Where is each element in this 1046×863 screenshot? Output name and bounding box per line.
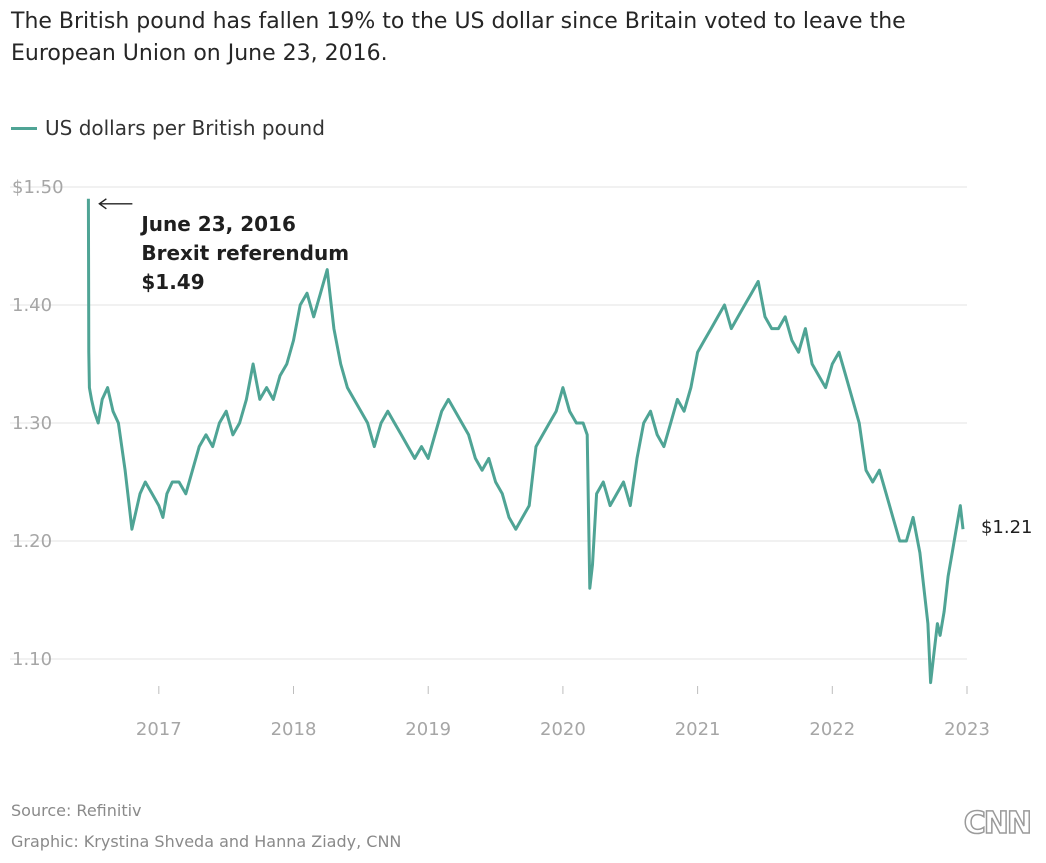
chart-title: The British pound has fallen 19% to the … xyxy=(11,9,906,66)
y-tick-label: 1.20 xyxy=(12,531,52,552)
legend-swatch xyxy=(11,126,37,130)
x-tick-label: 2017 xyxy=(136,719,182,740)
annotation-brexit-text: June 23, 2016 xyxy=(139,212,296,236)
annotation-brexit-text: Brexit referendum xyxy=(141,241,349,265)
x-tick-label: 2023 xyxy=(944,719,990,740)
line-chart: 1.10 1.20 1.30 1.40 $1.50 2017 2018 2019 2020 202… xyxy=(10,177,1033,740)
x-tick-label: 2018 xyxy=(271,719,317,740)
annotation-brexit-text: $1.49 xyxy=(141,270,204,294)
legend: US dollars per British pound xyxy=(11,116,325,140)
legend-label: US dollars per British pound xyxy=(45,116,325,140)
x-tick-label: 2020 xyxy=(540,719,586,740)
latest-value-label: $1.21 xyxy=(981,517,1033,538)
source-note: Source: Refinitiv xyxy=(11,801,142,820)
y-tick-label: $1.50 xyxy=(12,177,64,198)
x-tick-label: 2022 xyxy=(809,719,855,740)
annotation-arrowhead xyxy=(98,198,107,210)
cnn-logo: CNN xyxy=(963,805,1033,842)
x-tick-label: 2021 xyxy=(675,719,721,740)
y-tick-label: 1.30 xyxy=(12,413,52,434)
series-line xyxy=(86,198,965,685)
x-tick-label: 2019 xyxy=(405,719,451,740)
graphic-credit: Graphic: Krystina Shveda and Hanna Ziady… xyxy=(11,832,402,851)
y-tick-label: 1.40 xyxy=(12,295,52,316)
y-tick-label: 1.10 xyxy=(12,649,52,670)
